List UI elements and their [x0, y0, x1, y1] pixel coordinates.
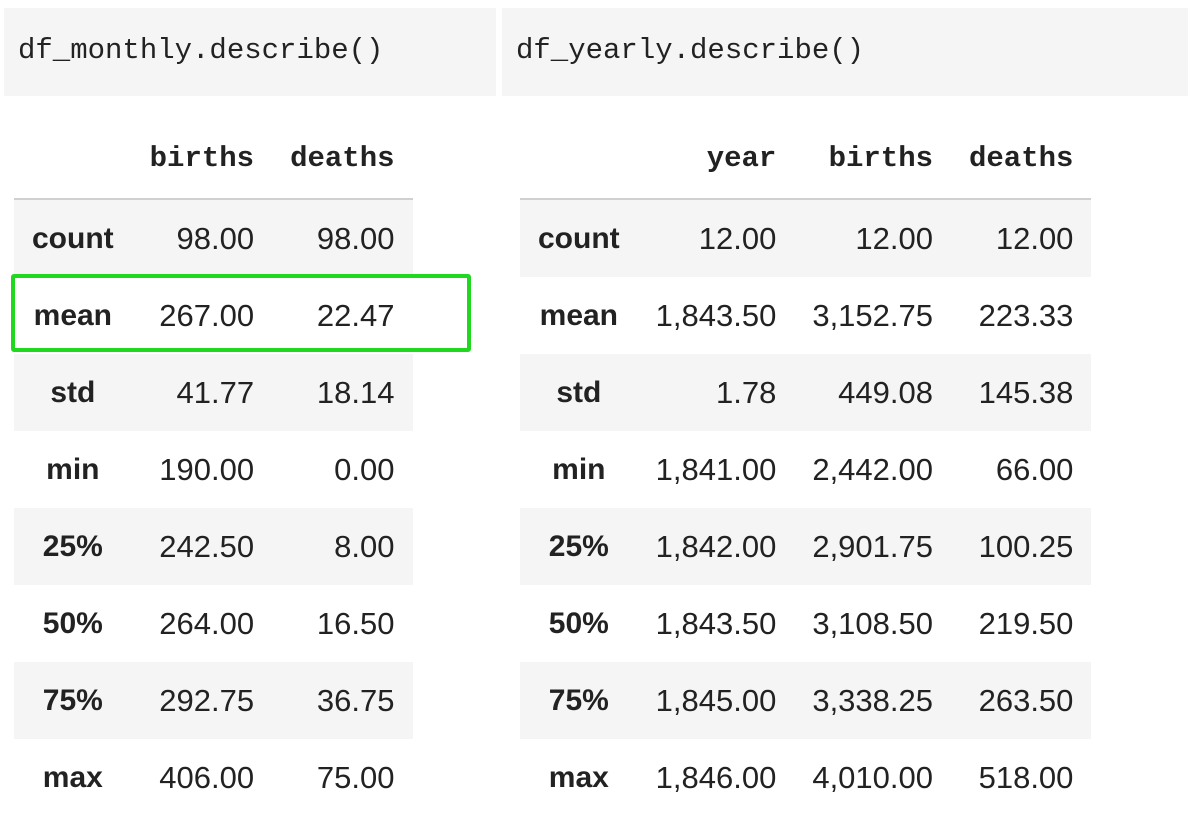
- row-label: count: [538, 221, 620, 255]
- table-cell: 12.00: [995, 220, 1074, 256]
- monthly-code-text: df_monthly.describe(): [18, 34, 384, 67]
- table-row: count 98.00 98.00: [14, 199, 413, 277]
- table-cell: 16.50: [316, 605, 395, 641]
- table-cell: 1,846.00: [655, 759, 777, 795]
- table-header-row: births deaths: [14, 118, 413, 200]
- row-label: count: [32, 221, 114, 255]
- table-cell: 223.33: [978, 297, 1074, 333]
- row-label: 25%: [42, 529, 103, 563]
- table-cell: 1,843.50: [655, 297, 777, 333]
- table-cell: 66.00: [995, 451, 1074, 487]
- table-cell: 75.00: [316, 759, 395, 795]
- table-cell: 145.38: [978, 374, 1074, 410]
- row-label: 75%: [548, 683, 609, 717]
- table-cell: 41.77: [176, 374, 255, 410]
- yearly-code-cell[interactable]: df_yearly.describe(): [502, 8, 1188, 96]
- table-cell: 98.00: [176, 220, 255, 256]
- table-row: min 190.00 0.00: [14, 431, 413, 508]
- table-cell: 263.50: [978, 682, 1074, 718]
- table-cell: 3,152.75: [812, 297, 933, 333]
- table-cell: 292.75: [159, 682, 255, 718]
- table-cell: 449.08: [838, 374, 933, 410]
- column-header-year: year: [637, 118, 795, 200]
- row-label: 50%: [548, 606, 609, 640]
- table-row: max 406.00 75.00: [14, 739, 413, 816]
- column-header-deaths: deaths: [951, 118, 1092, 200]
- table-cell: 4,010.00: [812, 759, 933, 795]
- table-cell: 518.00: [978, 759, 1074, 795]
- table-cell: 18.14: [316, 374, 395, 410]
- table-row: 50% 264.00 16.50: [14, 585, 413, 662]
- row-label: std: [50, 375, 96, 409]
- table-row: min 1,841.00 2,442.00 66.00: [520, 431, 1092, 508]
- header-corner: [520, 118, 638, 200]
- table-row: std 1.78 449.08 145.38: [520, 354, 1092, 431]
- table-row: 75% 292.75 36.75: [14, 662, 413, 739]
- header-corner: [14, 118, 132, 200]
- row-label: min: [552, 452, 606, 486]
- row-label: mean: [33, 298, 113, 332]
- table-cell: 1.78: [715, 374, 777, 410]
- table-cell: 12.00: [855, 220, 933, 256]
- table-row: 75% 1,845.00 3,338.25 263.50: [520, 662, 1092, 739]
- table-row: 50% 1,843.50 3,108.50 219.50: [520, 585, 1092, 662]
- row-label: min: [46, 452, 100, 486]
- table-cell: 98.00: [316, 220, 395, 256]
- table-cell: 3,108.50: [812, 605, 933, 641]
- table-row: std 41.77 18.14: [14, 354, 413, 431]
- column-header-deaths: deaths: [272, 118, 413, 200]
- row-label: max: [42, 760, 103, 794]
- table-cell: 3,338.25: [812, 682, 933, 718]
- table-cell: 267.00: [159, 297, 255, 333]
- row-label: 75%: [42, 683, 103, 717]
- table-cell: 406.00: [159, 759, 255, 795]
- table-cell: 0.00: [334, 451, 395, 487]
- table-row: mean 267.00 22.47: [14, 277, 413, 354]
- column-header-births: births: [794, 118, 951, 200]
- table-cell: 1,845.00: [655, 682, 777, 718]
- table-cell: 22.47: [316, 297, 395, 333]
- table-row: 25% 242.50 8.00: [14, 508, 413, 585]
- column-header-births: births: [131, 118, 273, 200]
- monthly-code-cell[interactable]: df_monthly.describe(): [4, 8, 496, 96]
- table-row: count 12.00 12.00 12.00: [520, 199, 1092, 277]
- table-cell: 190.00: [159, 451, 255, 487]
- row-label: mean: [539, 298, 619, 332]
- monthly-describe-table: births deaths count 98.00 98.00 mean 267…: [14, 118, 413, 816]
- table-cell: 12.00: [698, 220, 777, 256]
- table-row: mean 1,843.50 3,152.75 223.33: [520, 277, 1092, 354]
- row-label: max: [548, 760, 609, 794]
- table-cell: 242.50: [159, 528, 255, 564]
- table-cell: 2,442.00: [812, 451, 933, 487]
- table-cell: 100.25: [978, 528, 1074, 564]
- table-row: 25% 1,842.00 2,901.75 100.25: [520, 508, 1092, 585]
- table-cell: 1,842.00: [655, 528, 777, 564]
- table-cell: 1,843.50: [655, 605, 777, 641]
- table-header-row: year births deaths: [520, 118, 1092, 200]
- table-cell: 264.00: [159, 605, 255, 641]
- mean-row-highlight-box: [11, 274, 471, 352]
- row-label: std: [556, 375, 602, 409]
- table-cell: 219.50: [978, 605, 1074, 641]
- table-cell: 36.75: [316, 682, 395, 718]
- table-row: max 1,846.00 4,010.00 518.00: [520, 739, 1092, 816]
- table-cell: 2,901.75: [812, 528, 933, 564]
- row-label: 25%: [548, 529, 609, 563]
- yearly-code-text: df_yearly.describe(): [516, 34, 865, 67]
- yearly-describe-table: year births deaths count 12.00 12.00 12.…: [520, 118, 1092, 816]
- table-cell: 1,841.00: [655, 451, 777, 487]
- row-label: 50%: [42, 606, 103, 640]
- table-cell: 8.00: [334, 528, 395, 564]
